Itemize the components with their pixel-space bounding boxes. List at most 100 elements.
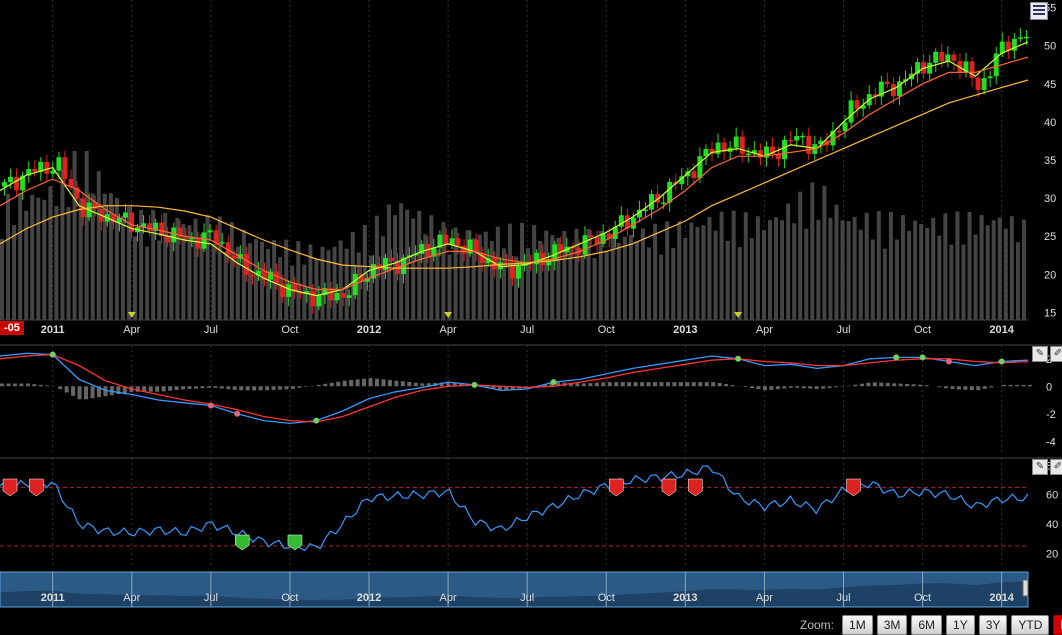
navigator-handle-icon — [1022, 579, 1029, 597]
volume-bar — [344, 248, 349, 320]
candle-body — [884, 81, 890, 85]
time-tick-label: Oct — [914, 324, 931, 336]
candle-body — [890, 84, 896, 97]
macd-histogram-bar — [349, 380, 354, 387]
macd-histogram-bar — [32, 384, 37, 387]
candle-body — [370, 264, 376, 279]
volume-bar — [1015, 242, 1020, 320]
candle-body — [425, 244, 431, 257]
pencil-icon[interactable]: ✎ — [1032, 346, 1048, 362]
macd-histogram-bar — [859, 383, 864, 387]
candle-body — [231, 255, 237, 259]
candle-body — [546, 261, 552, 266]
macd-histogram-bar — [200, 386, 205, 389]
macd-histogram-bar — [937, 386, 942, 388]
macd-tick-label: 2 — [1046, 354, 1052, 366]
zoom-label: Zoom: — [800, 618, 835, 632]
candle-body — [419, 244, 425, 254]
volume-bar — [441, 222, 446, 320]
macd-histogram-bar — [258, 386, 263, 391]
macd-histogram-bar — [614, 382, 619, 387]
candle-body — [751, 150, 757, 154]
candle-body — [171, 227, 177, 243]
zoom-3y-button[interactable]: 3Y — [978, 615, 1008, 635]
volume-bar — [90, 193, 95, 320]
navigator-tick-label: 2012 — [357, 592, 381, 604]
volume-bar — [556, 237, 561, 320]
volume-bar — [568, 246, 573, 320]
volume-bar — [423, 234, 428, 320]
time-tick-label: Oct — [281, 324, 298, 336]
volume-bar — [665, 221, 670, 320]
volume-bar — [84, 150, 89, 320]
volume-bar — [550, 235, 555, 320]
candle-body — [340, 293, 346, 298]
macd-histogram-bar — [381, 379, 386, 387]
volume-bar — [937, 235, 942, 320]
candle-body — [207, 230, 213, 233]
zoom-max-button[interactable]: MAX — [1053, 615, 1062, 635]
candle-body — [280, 283, 286, 297]
volume-bar — [755, 216, 760, 320]
volume-bar — [870, 239, 875, 320]
candle-body — [165, 236, 171, 243]
volume-bar — [108, 193, 113, 320]
candle-body — [485, 258, 491, 264]
volume-bar — [435, 249, 440, 320]
macd-histogram-bar — [665, 382, 670, 387]
candle-body — [292, 284, 298, 293]
navigator-tick-label: Apr — [440, 592, 457, 604]
buy-signal-icon — [234, 534, 250, 551]
volume-bar — [858, 229, 863, 320]
volume-bar — [737, 247, 742, 320]
candle-body — [328, 288, 334, 301]
volume-bar — [961, 244, 966, 320]
macd-histogram-bar — [12, 383, 17, 387]
edit-icon[interactable]: ✐ — [1050, 459, 1062, 475]
volume-bar — [145, 246, 150, 320]
zoom-3m-button[interactable]: 3M — [876, 615, 908, 635]
volume-bar — [223, 251, 228, 320]
zoom-6m-button[interactable]: 6M — [911, 615, 943, 635]
macd-histogram-bar — [45, 385, 50, 387]
pencil-icon[interactable]: ✎ — [1032, 459, 1048, 475]
candle-body — [534, 252, 540, 265]
macd-histogram-bar — [950, 386, 955, 390]
macd-histogram-bar — [549, 382, 554, 387]
rsi-tick-label: 40 — [1046, 519, 1058, 531]
zoom-1m-button[interactable]: 1M — [842, 615, 873, 635]
volume-bar — [761, 230, 766, 320]
candle-body — [570, 246, 576, 249]
macd-histogram-bar — [323, 383, 328, 387]
candle-body — [993, 53, 999, 77]
menu-icon[interactable] — [1030, 2, 1048, 20]
macd-tools: ✎ ✐ — [1032, 346, 1062, 362]
moving-average-line — [0, 79, 1029, 269]
macd-histogram-bar — [407, 381, 412, 387]
candle-body — [818, 140, 824, 145]
macd-histogram-bar — [976, 386, 981, 391]
candle-body — [552, 244, 558, 262]
candle-body — [183, 237, 189, 239]
candle-body — [703, 148, 709, 157]
volume-bar — [133, 236, 138, 320]
time-tick-label: Jul — [204, 324, 218, 336]
zoom-ytd-button[interactable]: YTD — [1011, 615, 1050, 635]
volume-bar — [997, 217, 1002, 320]
macd-histogram-bar — [400, 381, 405, 387]
macd-histogram-bar — [601, 382, 606, 387]
candle-body — [479, 252, 485, 264]
volume-bar — [114, 198, 119, 320]
macd-histogram-bar — [362, 378, 367, 387]
candle-body — [316, 295, 322, 307]
volume-bar — [1003, 228, 1008, 320]
volume-bar — [798, 191, 803, 320]
volume-bar — [985, 225, 990, 320]
zoom-1y-button[interactable]: 1Y — [946, 615, 975, 635]
time-tick-label: 2011 — [41, 324, 65, 336]
candle-body — [558, 244, 564, 253]
edit-icon[interactable]: ✐ — [1050, 346, 1062, 362]
macd-histogram-bar — [109, 386, 114, 396]
macd-histogram-bar — [142, 386, 147, 392]
